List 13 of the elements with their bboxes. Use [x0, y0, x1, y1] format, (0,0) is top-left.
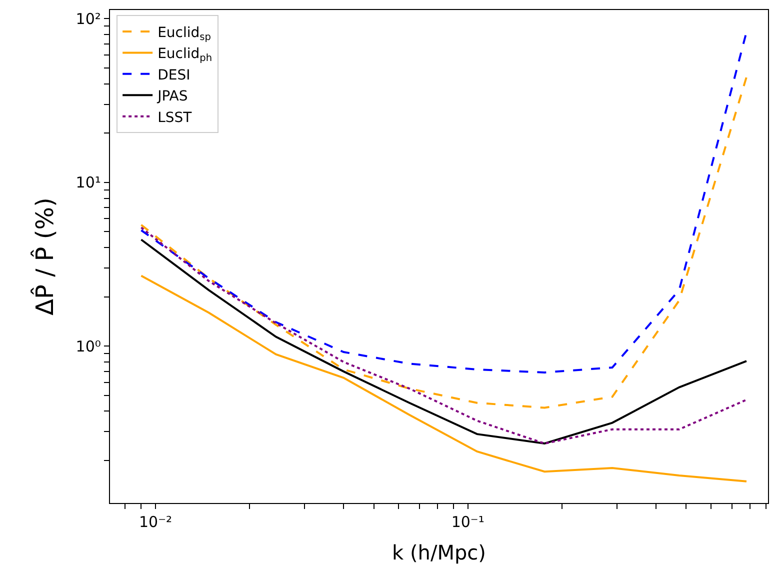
legend-label: JPAS	[156, 88, 188, 105]
legend-label: Euclid$_{ph}$	[158, 46, 212, 64]
legend-label: DESI	[158, 67, 190, 84]
x-tick-label: 10⁻¹	[451, 513, 484, 532]
y-axis-title: ΔP̂ / P̂ (%)	[30, 198, 59, 316]
x-axis-title: k (h/Mpc)	[392, 540, 486, 565]
y-tick-label: 10⁰	[76, 337, 101, 356]
legend-label: Euclid$_{sp}$	[158, 24, 211, 43]
y-tick-label: 10²	[76, 10, 101, 28]
x-tick-label: 10⁻²	[138, 513, 172, 532]
legend-label: LSST	[158, 110, 192, 126]
y-tick-label: 10¹	[76, 174, 101, 192]
line-series	[140, 274, 748, 482]
